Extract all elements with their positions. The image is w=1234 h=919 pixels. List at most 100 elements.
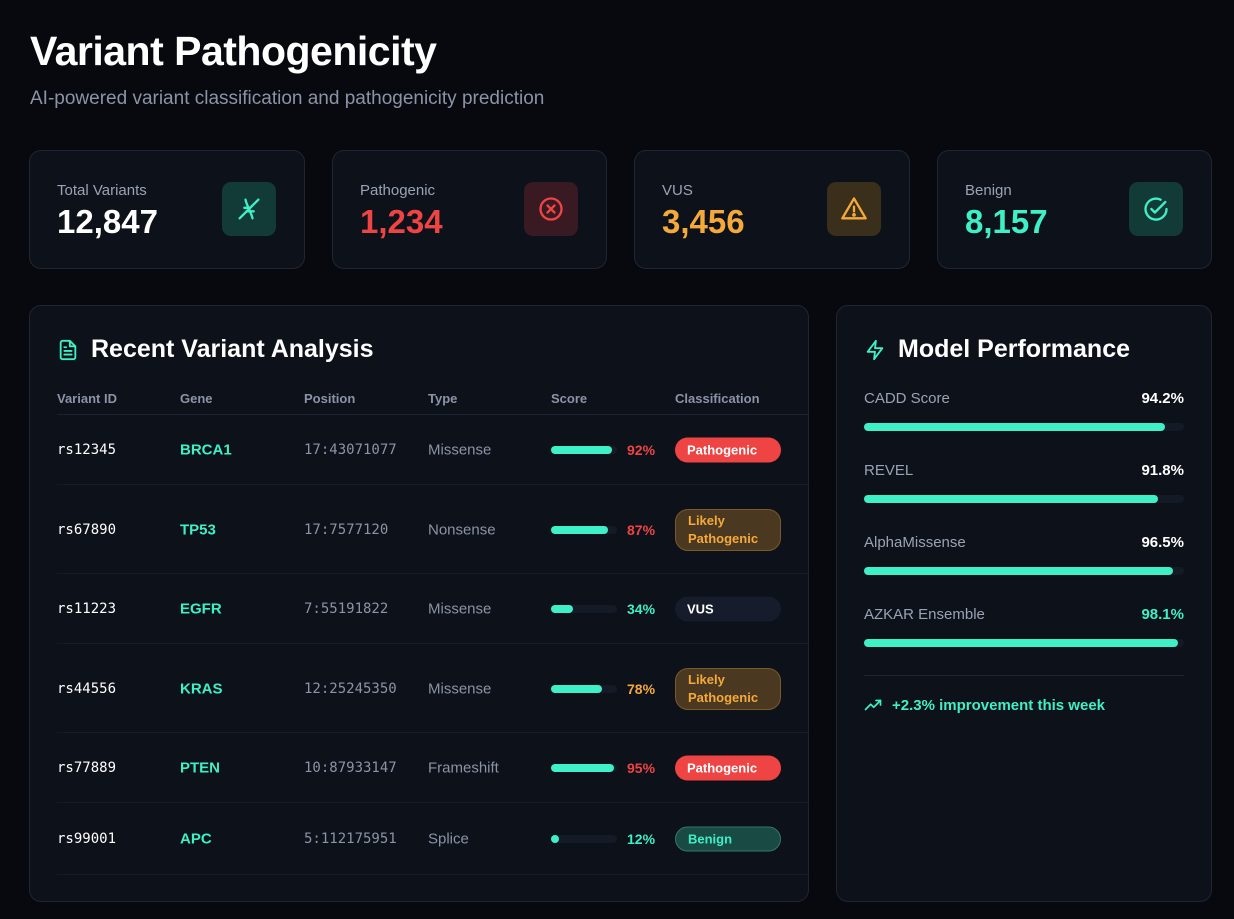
warning-triangle-icon bbox=[827, 182, 881, 236]
document-icon bbox=[59, 339, 77, 360]
stat-value: 1,234 bbox=[360, 203, 443, 240]
table-row[interactable]: rs99001 APC 5:112175951 Splice 12% Benig… bbox=[57, 803, 809, 875]
dna-icon bbox=[222, 182, 276, 236]
stat-card-benign: Benign 8,157 bbox=[937, 150, 1212, 269]
stat-label: Pathogenic bbox=[360, 182, 436, 199]
variant-type: Missense bbox=[428, 441, 492, 459]
trending-up-icon bbox=[864, 699, 882, 711]
score-bar bbox=[551, 525, 617, 534]
variant-type: Missense bbox=[428, 680, 492, 697]
stat-value: 8,157 bbox=[965, 203, 1048, 240]
divider bbox=[864, 675, 1184, 676]
score-bar-fill bbox=[551, 684, 603, 693]
row-divider bbox=[57, 573, 809, 574]
position: 17:7577120 bbox=[304, 521, 389, 538]
column-header-position: Position bbox=[304, 391, 356, 406]
x-circle-icon bbox=[524, 182, 578, 236]
variant-type: Missense bbox=[428, 600, 492, 618]
gene-link[interactable]: KRAS bbox=[180, 680, 223, 697]
panel-title-text: Recent Variant Analysis bbox=[91, 335, 374, 363]
table-row[interactable]: rs77889 PTEN 10:87933147 Frameshift 95% … bbox=[57, 733, 809, 803]
stat-value: 12,847 bbox=[57, 203, 158, 240]
score-percent: 95% bbox=[627, 760, 656, 776]
variant-id: rs11223 bbox=[57, 601, 117, 617]
score-bar bbox=[551, 684, 617, 693]
metric-bar bbox=[864, 639, 1184, 647]
improvement-text: +2.3% improvement this week bbox=[892, 696, 1106, 714]
table-row[interactable]: rs11223 EGFR 7:55191822 Missense 34% VUS bbox=[57, 574, 809, 644]
row-divider bbox=[57, 802, 809, 803]
score-percent: 92% bbox=[627, 442, 656, 458]
stat-label: Total Variants bbox=[57, 182, 147, 199]
metric-bar-fill bbox=[864, 639, 1178, 647]
metric-bar bbox=[864, 495, 1184, 503]
metric-bar-fill bbox=[864, 423, 1166, 431]
metric-bar bbox=[864, 423, 1184, 431]
improvement-note: +2.3% improvement this week bbox=[864, 696, 1105, 714]
metric-label: CADD Score bbox=[864, 390, 950, 407]
position: 10:87933147 bbox=[304, 760, 397, 776]
gene-link[interactable]: APC bbox=[180, 830, 212, 848]
variant-type: Splice bbox=[428, 830, 469, 848]
metric-label: REVEL bbox=[864, 462, 914, 479]
header-divider bbox=[57, 414, 809, 415]
score-bar-fill bbox=[551, 835, 559, 843]
variant-type: Nonsense bbox=[428, 521, 496, 538]
row-divider bbox=[57, 643, 809, 644]
variant-id: rs44556 bbox=[57, 680, 117, 697]
lightning-icon bbox=[866, 339, 884, 360]
stat-value: 3,456 bbox=[662, 203, 745, 240]
model-performance-panel: Model Performance CADD Score 94.2% REVEL… bbox=[836, 305, 1212, 902]
metric-label: AlphaMissense bbox=[864, 534, 966, 551]
row-divider bbox=[57, 874, 809, 875]
panel-title: Recent Variant Analysis bbox=[57, 335, 374, 364]
check-circle-icon bbox=[1129, 182, 1183, 236]
row-divider bbox=[57, 484, 809, 485]
classification-badge: Likely Pathogenic bbox=[675, 508, 781, 551]
page-title: Variant Pathogenicity bbox=[30, 28, 437, 74]
metric-bar bbox=[864, 567, 1184, 575]
score-bar-fill bbox=[551, 446, 612, 454]
metric-value: 91.8% bbox=[1141, 462, 1184, 479]
column-header-gene: Gene bbox=[180, 391, 213, 406]
page-subtitle: AI-powered variant classification and pa… bbox=[30, 88, 545, 109]
classification-badge: VUS bbox=[675, 596, 781, 622]
gene-link[interactable]: PTEN bbox=[180, 759, 221, 777]
score-bar bbox=[551, 605, 617, 613]
gene-link[interactable]: EGFR bbox=[180, 600, 222, 618]
stat-card-vus: VUS 3,456 bbox=[634, 150, 910, 269]
variant-analysis-panel: Recent Variant Analysis Variant ID Gene … bbox=[29, 305, 809, 902]
metric-bar-fill bbox=[864, 567, 1173, 575]
position: 5:112175951 bbox=[304, 831, 397, 847]
metric-label: AZKAR Ensemble bbox=[864, 606, 985, 623]
metric-value: 98.1% bbox=[1141, 606, 1184, 623]
stat-card-pathogenic: Pathogenic 1,234 bbox=[332, 150, 607, 269]
score-bar-fill bbox=[551, 764, 614, 772]
score-percent: 87% bbox=[627, 521, 656, 538]
metric-bar-fill bbox=[864, 495, 1158, 503]
score-percent: 12% bbox=[627, 831, 656, 847]
classification-badge: Likely Pathogenic bbox=[675, 667, 781, 710]
classification-badge: Benign bbox=[675, 826, 781, 852]
score-bar bbox=[551, 835, 617, 843]
stat-label: Benign bbox=[965, 182, 1012, 199]
metric-value: 94.2% bbox=[1141, 390, 1184, 407]
table-row[interactable]: rs67890 TP53 17:7577120 Nonsense 87% Lik… bbox=[57, 485, 809, 574]
variant-id: rs12345 bbox=[57, 442, 117, 458]
variant-id: rs67890 bbox=[57, 521, 117, 538]
variant-type: Frameshift bbox=[428, 759, 499, 777]
stat-label: VUS bbox=[662, 182, 693, 199]
row-divider bbox=[57, 732, 809, 733]
gene-link[interactable]: TP53 bbox=[180, 521, 216, 538]
table-row[interactable]: rs44556 KRAS 12:25245350 Missense 78% Li… bbox=[57, 644, 809, 733]
gene-link[interactable]: BRCA1 bbox=[180, 441, 232, 459]
table-row[interactable]: rs12345 BRCA1 17:43071077 Missense 92% P… bbox=[57, 415, 809, 485]
column-header-type: Type bbox=[428, 391, 458, 406]
position: 7:55191822 bbox=[304, 601, 389, 617]
panel-title: Model Performance bbox=[864, 335, 1130, 364]
panel-title-text: Model Performance bbox=[898, 335, 1131, 363]
score-percent: 34% bbox=[627, 601, 656, 617]
classification-badge: Pathogenic bbox=[675, 755, 781, 781]
metric-value: 96.5% bbox=[1141, 534, 1184, 551]
score-percent: 78% bbox=[627, 680, 656, 697]
